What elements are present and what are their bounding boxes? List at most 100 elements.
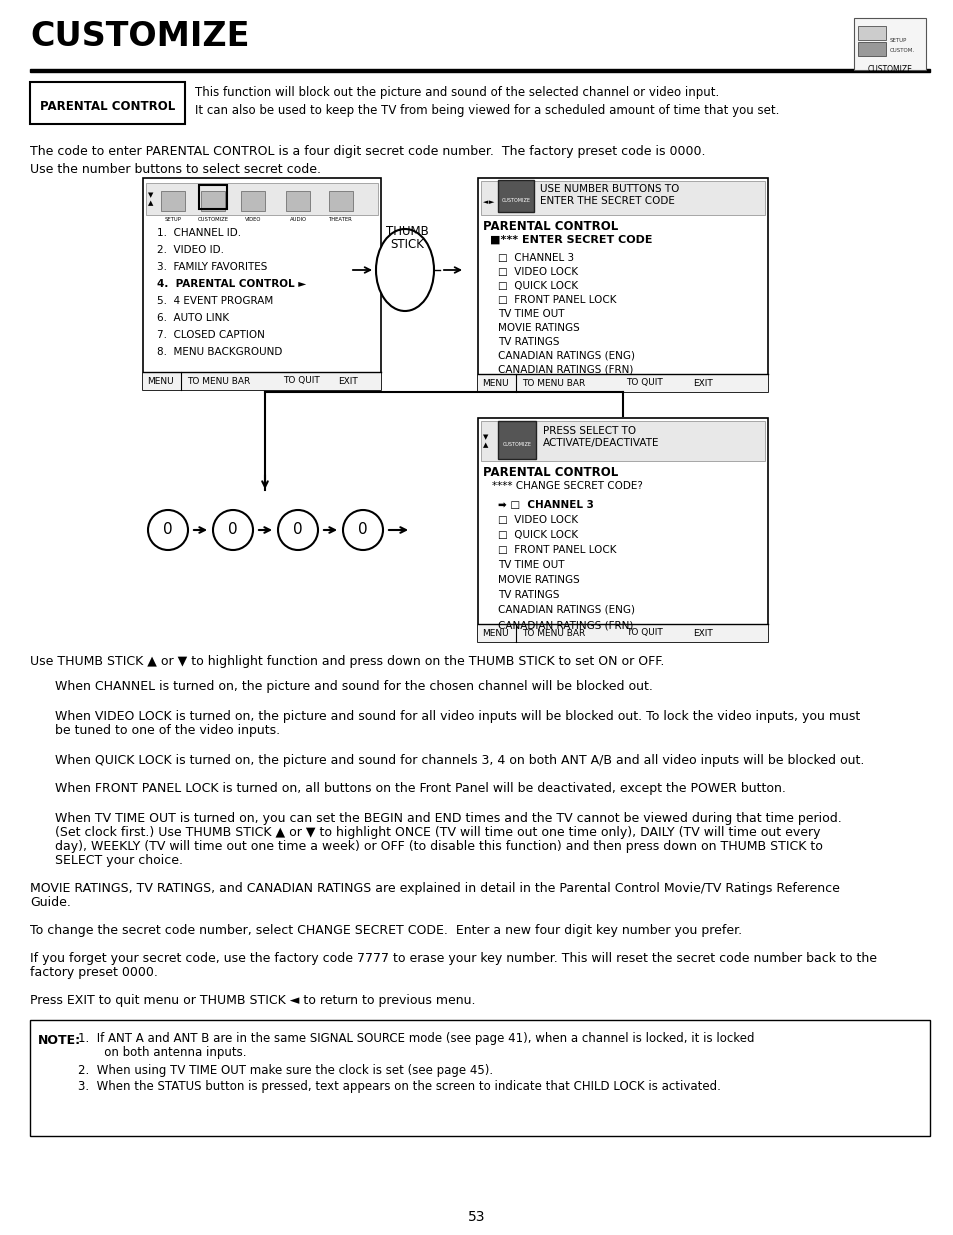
Text: 0: 0 — [293, 522, 302, 537]
Text: When VIDEO LOCK is turned on, the picture and sound for all video inputs will be: When VIDEO LOCK is turned on, the pictur… — [55, 710, 860, 722]
Bar — [241, 191, 265, 211]
Text: ▼: ▼ — [483, 433, 488, 440]
Text: CUSTOMIZE: CUSTOMIZE — [30, 20, 250, 53]
Text: 0: 0 — [163, 522, 172, 537]
Bar — [857, 42, 885, 56]
Text: TO QUIT: TO QUIT — [283, 377, 319, 385]
Text: TV RATINGS: TV RATINGS — [497, 337, 558, 347]
Text: THUMB: THUMB — [385, 225, 428, 238]
Text: STICK: STICK — [390, 238, 423, 251]
Bar — [30, 82, 185, 124]
Text: When CHANNEL is turned on, the picture and sound for the chosen channel will be : When CHANNEL is turned on, the picture a… — [55, 680, 652, 693]
Text: 2.  VIDEO ID.: 2. VIDEO ID. — [157, 245, 224, 254]
Text: 1.  If ANT A and ANT B are in the same SIGNAL SOURCE mode (see page 41), when a : 1. If ANT A and ANT B are in the same SI… — [78, 1032, 754, 1045]
Text: 3.  FAMILY FAVORITES: 3. FAMILY FAVORITES — [157, 262, 267, 272]
Text: ➡ □  CHANNEL 3: ➡ □ CHANNEL 3 — [497, 500, 594, 510]
Text: EXIT: EXIT — [692, 629, 712, 637]
Text: Press EXIT to quit menu or THUMB STICK ◄ to return to previous menu.: Press EXIT to quit menu or THUMB STICK ◄… — [30, 994, 475, 1007]
Bar — [857, 26, 885, 40]
Text: When FRONT PANEL LOCK is turned on, all buttons on the Front Panel will be deact: When FRONT PANEL LOCK is turned on, all … — [55, 782, 785, 795]
Text: TO QUIT: TO QUIT — [625, 378, 662, 388]
Text: TV TIME OUT: TV TIME OUT — [497, 309, 564, 319]
Bar — [30, 68, 929, 72]
Text: CANADIAN RATINGS (ENG): CANADIAN RATINGS (ENG) — [497, 605, 635, 615]
Text: □  QUICK LOCK: □ QUICK LOCK — [497, 530, 578, 540]
Text: 7.  CLOSED CAPTION: 7. CLOSED CAPTION — [157, 330, 265, 340]
Text: THEATER: THEATER — [329, 217, 353, 222]
Bar — [143, 372, 380, 390]
Text: MOVIE RATINGS: MOVIE RATINGS — [497, 576, 579, 585]
Text: If you forget your secret code, use the factory code 7777 to erase your key numb: If you forget your secret code, use the … — [30, 952, 876, 965]
Text: Use the number buttons to select secret code.: Use the number buttons to select secret … — [30, 163, 320, 177]
Text: ■*** ENTER SECRET CODE: ■*** ENTER SECRET CODE — [490, 235, 652, 245]
Text: □  FRONT PANEL LOCK: □ FRONT PANEL LOCK — [497, 545, 616, 555]
Text: CANADIAN RATINGS (FRN): CANADIAN RATINGS (FRN) — [497, 366, 633, 375]
Text: MENU: MENU — [481, 629, 508, 637]
Text: 53: 53 — [468, 1210, 485, 1224]
Text: 2.  When using TV TIME OUT make sure the clock is set (see page 45).: 2. When using TV TIME OUT make sure the … — [78, 1065, 493, 1077]
Bar — [477, 417, 767, 642]
Text: MOVIE RATINGS: MOVIE RATINGS — [497, 324, 579, 333]
Text: TV RATINGS: TV RATINGS — [497, 590, 558, 600]
Text: day), WEEKLY (TV will time out one time a week) or OFF (to disable this function: day), WEEKLY (TV will time out one time … — [55, 840, 822, 853]
Text: TV TIME OUT: TV TIME OUT — [497, 559, 564, 571]
Text: 0: 0 — [228, 522, 237, 537]
Text: ►: ► — [489, 199, 495, 205]
Text: 6.  AUTO LINK: 6. AUTO LINK — [157, 312, 229, 324]
Text: Use THUMB STICK ▲ or ▼ to highlight function and press down on the THUMB STICK t: Use THUMB STICK ▲ or ▼ to highlight func… — [30, 655, 663, 668]
Text: TO MENU BAR: TO MENU BAR — [187, 377, 250, 385]
Text: This function will block out the picture and sound of the selected channel or vi: This function will block out the picture… — [194, 86, 719, 99]
Text: □  QUICK LOCK: □ QUICK LOCK — [497, 282, 578, 291]
Text: 1.  CHANNEL ID.: 1. CHANNEL ID. — [157, 228, 241, 238]
Text: 4.  PARENTAL CONTROL ►: 4. PARENTAL CONTROL ► — [157, 279, 306, 289]
Text: CANADIAN RATINGS (ENG): CANADIAN RATINGS (ENG) — [497, 351, 635, 361]
Text: 8.  MENU BACKGROUND: 8. MENU BACKGROUND — [157, 347, 282, 357]
Text: SETUP: SETUP — [164, 217, 181, 222]
Text: ▲: ▲ — [148, 200, 153, 206]
Bar — [477, 178, 767, 391]
Text: EXIT: EXIT — [692, 378, 712, 388]
Text: CUSTOMIZE: CUSTOMIZE — [501, 199, 530, 204]
Bar — [286, 191, 310, 211]
Text: CUSTOMIZE: CUSTOMIZE — [197, 217, 229, 222]
Text: 0: 0 — [357, 522, 368, 537]
Text: MENU: MENU — [481, 378, 508, 388]
Bar — [161, 191, 185, 211]
Text: MOVIE RATINGS, TV RATINGS, and CANADIAN RATINGS are explained in detail in the P: MOVIE RATINGS, TV RATINGS, and CANADIAN … — [30, 882, 839, 895]
Ellipse shape — [375, 228, 434, 311]
Text: VIDEO: VIDEO — [245, 217, 261, 222]
Text: TO MENU BAR: TO MENU BAR — [521, 378, 584, 388]
Text: PARENTAL CONTROL: PARENTAL CONTROL — [40, 100, 175, 112]
Text: AUDIO: AUDIO — [289, 217, 306, 222]
Bar — [477, 374, 767, 391]
Text: TO MENU BAR: TO MENU BAR — [521, 629, 584, 637]
Text: PRESS SELECT TO
ACTIVATE/DEACTIVATE: PRESS SELECT TO ACTIVATE/DEACTIVATE — [542, 426, 659, 447]
Circle shape — [213, 510, 253, 550]
Text: be tuned to one of the video inputs.: be tuned to one of the video inputs. — [55, 724, 280, 737]
Bar — [480, 182, 764, 215]
Text: □  FRONT PANEL LOCK: □ FRONT PANEL LOCK — [497, 295, 616, 305]
Text: □  CHANNEL 3: □ CHANNEL 3 — [497, 253, 574, 263]
Text: To change the secret code number, select CHANGE SECRET CODE.  Enter a new four d: To change the secret code number, select… — [30, 924, 741, 937]
Text: 5.  4 EVENT PROGRAM: 5. 4 EVENT PROGRAM — [157, 296, 273, 306]
Text: □  VIDEO LOCK: □ VIDEO LOCK — [497, 515, 578, 525]
Text: □  VIDEO LOCK: □ VIDEO LOCK — [497, 267, 578, 277]
Bar — [201, 191, 225, 211]
Text: ▲: ▲ — [483, 442, 488, 448]
Text: factory preset 0000.: factory preset 0000. — [30, 966, 157, 979]
Text: When QUICK LOCK is turned on, the picture and sound for channels 3, 4 on both AN: When QUICK LOCK is turned on, the pictur… — [55, 755, 863, 767]
Text: ▼: ▼ — [148, 191, 153, 198]
Text: 3.  When the STATUS button is pressed, text appears on the screen to indicate th: 3. When the STATUS button is pressed, te… — [78, 1079, 720, 1093]
Text: CUSTOMIZE: CUSTOMIZE — [866, 65, 911, 74]
Text: CANADIAN RATINGS (FRN): CANADIAN RATINGS (FRN) — [497, 620, 633, 630]
Text: NOTE:: NOTE: — [38, 1034, 81, 1047]
Bar — [329, 191, 353, 211]
Bar — [146, 183, 377, 215]
Bar — [477, 624, 767, 642]
Text: When TV TIME OUT is turned on, you can set the BEGIN and END times and the TV ca: When TV TIME OUT is turned on, you can s… — [55, 811, 841, 825]
Text: EXIT: EXIT — [337, 377, 357, 385]
Bar — [199, 185, 227, 209]
Bar — [30, 1020, 929, 1136]
Text: Guide.: Guide. — [30, 897, 71, 909]
Text: SELECT your choice.: SELECT your choice. — [55, 853, 183, 867]
